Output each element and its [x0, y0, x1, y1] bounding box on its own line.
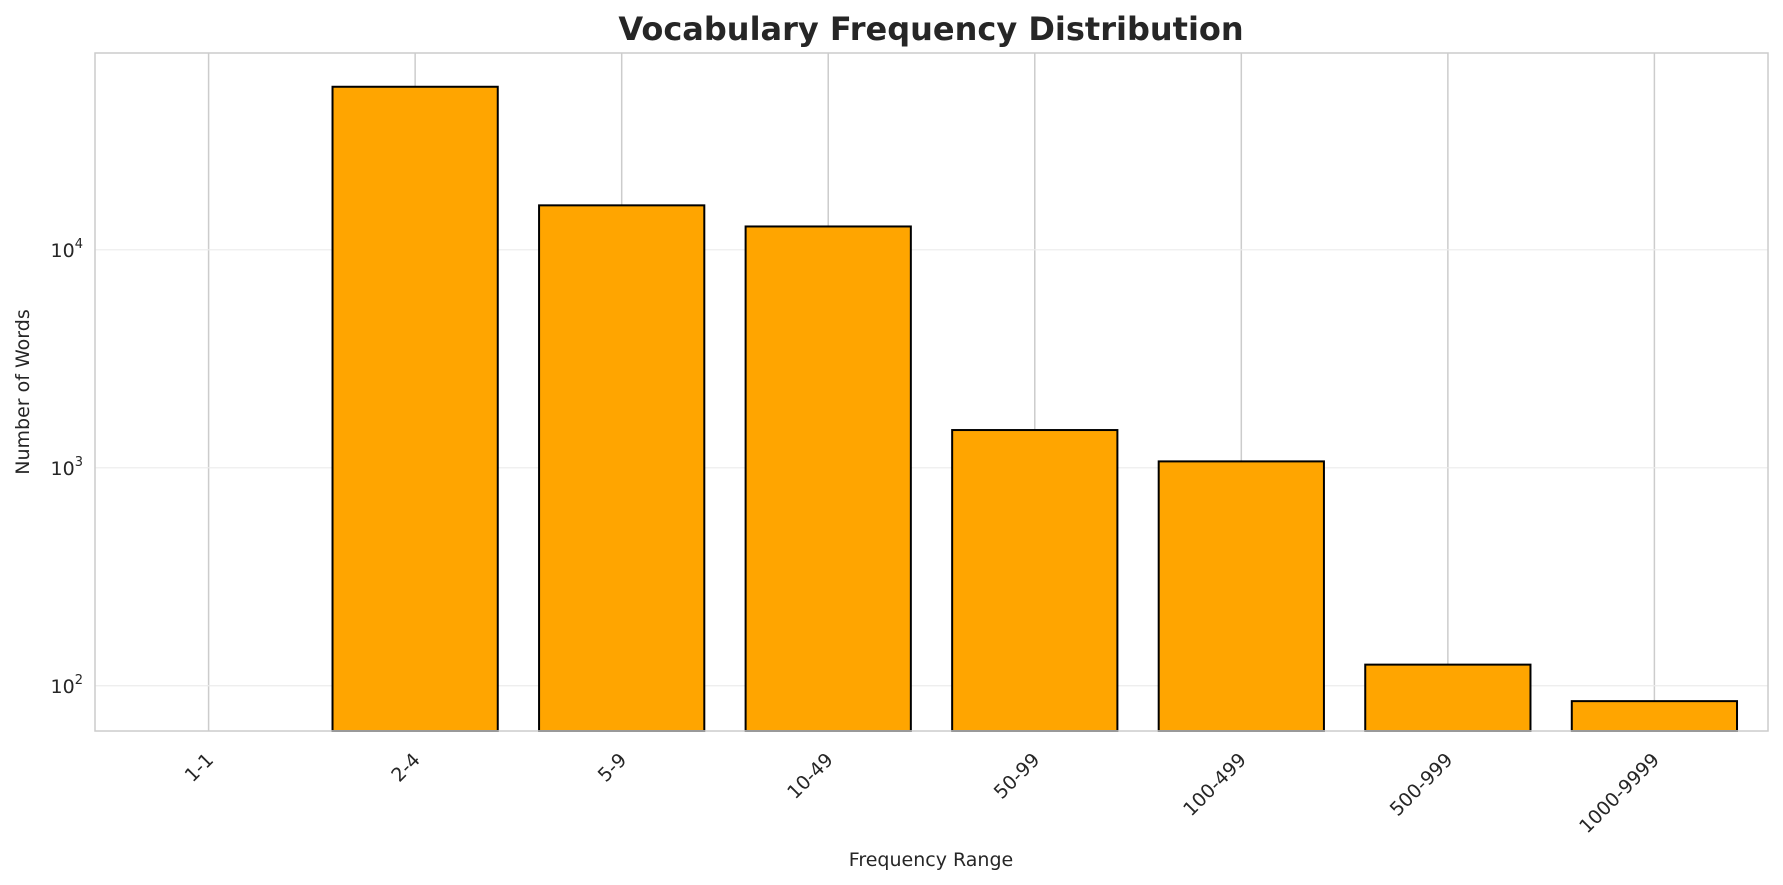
y-tick-labels: 102 103 104 [51, 237, 83, 698]
y-axis-label: Number of Words [12, 309, 34, 474]
x-tick-label: 50-99 [990, 749, 1045, 804]
x-tick-label: 10-49 [783, 749, 838, 804]
x-axis-label: Frequency Range [849, 849, 1013, 871]
bar-1000-9999 [1570, 700, 1739, 733]
x-tick-label: 5-9 [594, 749, 632, 787]
x-tick-label: 1-1 [181, 749, 219, 787]
bar-5-9 [538, 204, 706, 732]
y-tick-label: 103 [51, 455, 83, 480]
plot-frame [94, 52, 1769, 732]
x-tick-label: 500-999 [1386, 749, 1458, 821]
y-tick-label: 102 [51, 673, 83, 698]
x-tick-label: 100-499 [1179, 749, 1251, 821]
bar-500-999 [1364, 663, 1532, 732]
x-tick-label: 1000-9999 [1575, 749, 1664, 838]
bar-2-4 [331, 85, 499, 733]
x-tick-label: 2-4 [387, 749, 425, 787]
bars [331, 85, 1739, 733]
chart-title: Vocabulary Frequency Distribution [618, 10, 1243, 48]
bar-100-499 [1157, 460, 1325, 732]
bar-50-99 [951, 429, 1119, 732]
bar-10-49 [744, 225, 912, 732]
x-tick-labels: 1-1 2-4 5-9 10-49 50-99 100-499 500-999 1000-99… [181, 749, 1664, 838]
y-tick-label: 104 [51, 237, 83, 262]
